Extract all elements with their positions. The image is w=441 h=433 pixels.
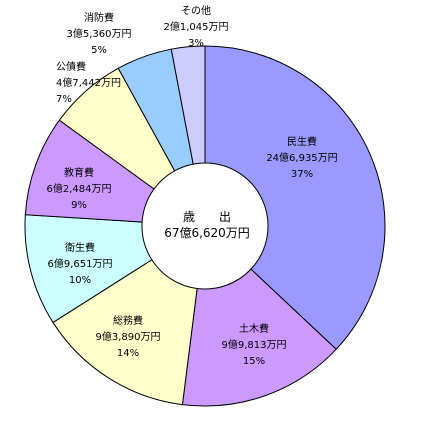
slice-label-name-0: 民生費 [287,135,317,148]
slice-label-name-2: 総務費 [113,314,143,327]
slice-label-percent-0: 37% [291,169,313,180]
slice-label-name-5: 公債費 [56,60,86,73]
center-layer: 歳 出 67億6,620万円 [164,210,250,240]
slice-0 [204,45,386,350]
slice-1 [181,268,337,407]
slices-layer [24,45,386,407]
slice-label-name-6: 消防費 [84,11,114,24]
labels-layer: 民生費 24億6,935万円 37% 土木費 9億9,813万円 15% 総務費 9億3,89… [47,4,338,367]
slice-2 [52,259,198,406]
slice-label-amount-2: 9億3,890万円 [96,330,161,343]
slice-label-name-3: 衛生費 [65,241,95,254]
slice-7 [170,45,206,165]
slice-label-percent-6: 5% [91,45,107,56]
slice-label-percent-1: 15% [243,356,265,367]
slice-label-amount-0: 24億6,935万円 [266,151,337,164]
center-total: 67億6,620万円 [164,226,250,240]
slice-label-amount-3: 6億9,651万円 [48,257,113,270]
slice-label-percent-2: 14% [117,348,139,359]
slice-label-name-4: 教育費 [64,166,94,179]
slice-label-amount-4: 6億2,484万円 [47,182,112,195]
slice-label-percent-7: 3% [188,38,204,49]
center-title: 歳 出 [183,210,231,224]
slice-label-name-1: 土木費 [239,322,269,335]
slice-label-amount-7: 2億1,045万円 [164,20,229,33]
slice-label-name-7: その他 [181,4,211,17]
slice-label-amount-5: 4億7,442万円 [56,76,121,89]
slice-label-amount-1: 9億9,813万円 [222,338,287,351]
slice-label-amount-6: 3億5,360万円 [67,27,132,40]
slice-label-percent-3: 10% [69,275,91,286]
slice-label-percent-5: 7% [56,94,72,105]
slice-label-percent-4: 9% [71,200,87,211]
slice-3 [24,214,153,324]
